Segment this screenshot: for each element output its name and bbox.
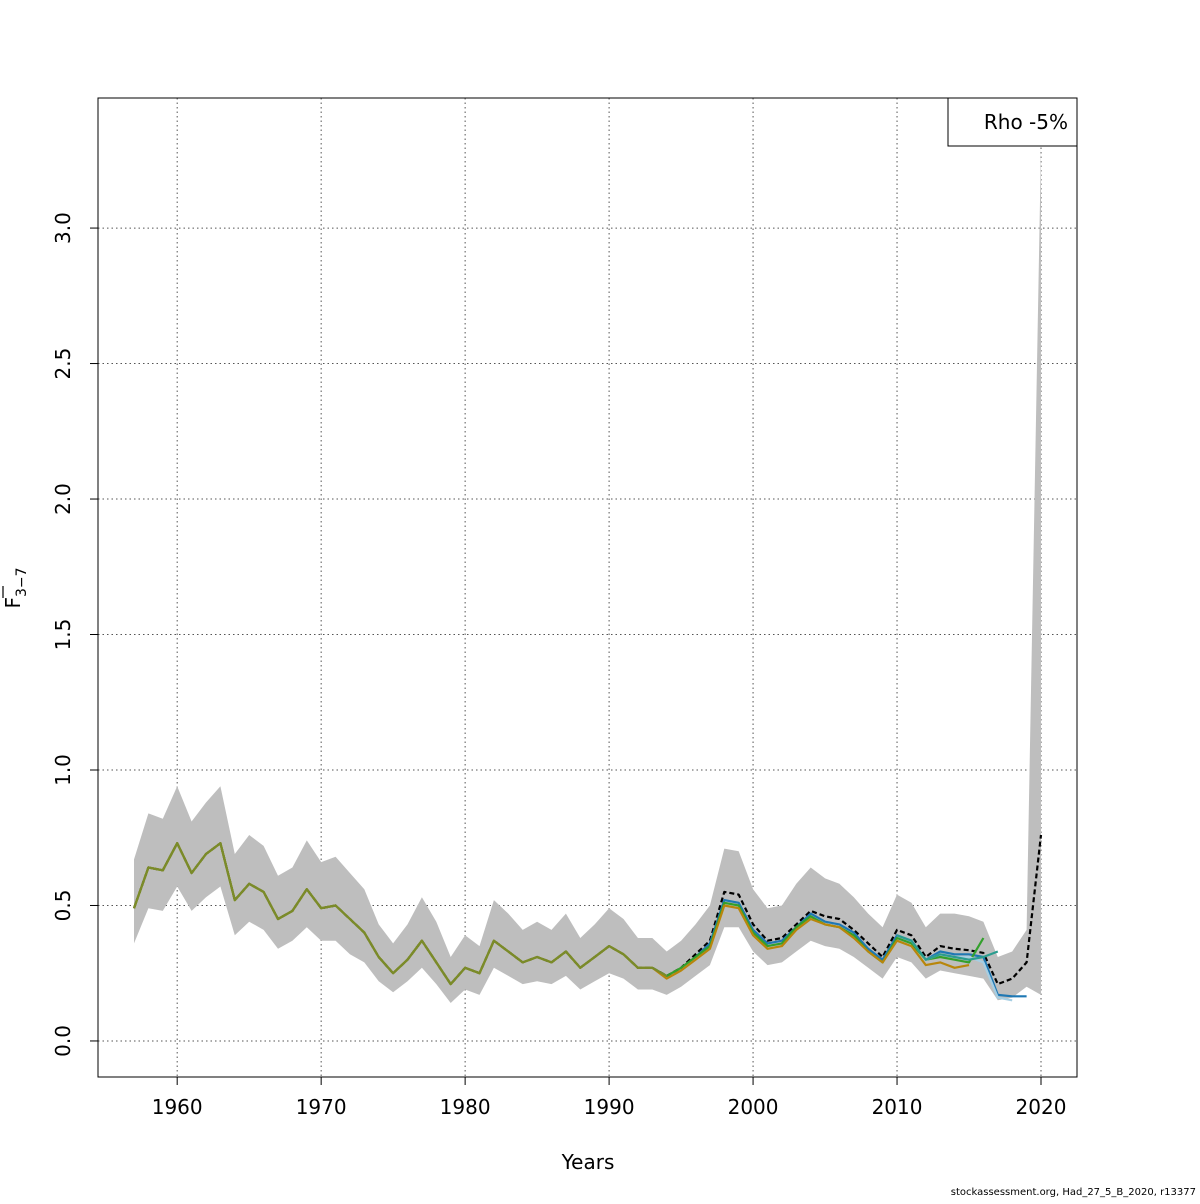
y-tick-label: 1.0: [51, 754, 75, 786]
y-tick-label: 1.5: [51, 619, 75, 651]
footer-credit: stockassessment.org, Had_27_5_B_2020, r1…: [950, 1187, 1196, 1198]
series-line-1: [694, 898, 1027, 998]
series-layer: [132, 834, 1043, 1002]
legend: Rho -5%: [947, 97, 1078, 147]
y-tick-label: 0.5: [51, 890, 75, 922]
x-tick-label: 1960: [152, 1095, 203, 1119]
plot-frame: [97, 97, 1078, 1078]
y-tick-label: 3.0: [51, 212, 75, 244]
confidence-band: [134, 146, 1041, 1004]
x-axis-label: Years: [561, 1150, 615, 1174]
y-axis: 0.0 0.5 1.0 1.5 2.0 2.5 3.0: [51, 212, 98, 1057]
x-tick-label: 1990: [584, 1095, 635, 1119]
y-tick-label: 2.0: [51, 483, 75, 515]
legend-box: [947, 97, 1078, 147]
x-tick-label: 2010: [872, 1095, 923, 1119]
y-axis-label-main: F: [1, 597, 25, 609]
series-line-6: [132, 842, 668, 986]
y-tick-label: 0.0: [51, 1025, 75, 1057]
x-tick-label: 2000: [728, 1095, 779, 1119]
y-axis-label-sub: 3−7: [14, 567, 30, 597]
x-axis: 1960 1970 1980 1990 2000 2010 2020: [152, 1077, 1067, 1119]
x-tick-label: 2020: [1016, 1095, 1067, 1119]
svg-text:F3−7: F3−7: [1, 567, 30, 608]
legend-entry: Rho -5%: [984, 110, 1068, 134]
x-tick-label: 1980: [440, 1095, 491, 1119]
series-line-4: [896, 934, 999, 961]
confidence-band-layer: [134, 146, 1041, 1004]
y-tick-label: 2.5: [51, 348, 75, 380]
x-tick-label: 1970: [296, 1095, 347, 1119]
y-axis-label: F3−7: [1, 567, 30, 608]
